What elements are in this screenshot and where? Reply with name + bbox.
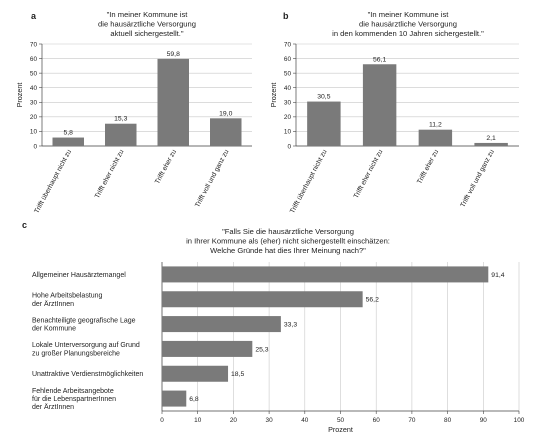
bar: [157, 58, 189, 147]
y-tick-label: 20: [284, 114, 292, 121]
y-axis-label: Prozent: [15, 83, 24, 108]
bar: [162, 340, 253, 357]
bar-value-label: 25,3: [255, 346, 268, 353]
x-category-label: Trifft eher zu: [416, 148, 440, 185]
bar-value-label: 30,5: [317, 94, 330, 101]
bar: [162, 291, 363, 308]
y-category-label: Lokale Unterversorgung auf Grund: [32, 342, 140, 349]
y-tick-label: 10: [284, 129, 292, 136]
y-tick-label: 10: [30, 129, 38, 136]
y-tick-label: 40: [30, 85, 38, 92]
bar: [162, 316, 281, 333]
y-category-label: Benachteiligte geografische Lage: [32, 317, 136, 324]
x-tick-label: 50: [337, 417, 345, 424]
bar-value-label: 91,4: [491, 272, 504, 279]
bar-value-label: 56,2: [366, 297, 379, 304]
bar-value-label: 59,8: [167, 51, 180, 58]
x-axis-label: Prozent: [328, 425, 353, 434]
chart-title-line: "In meiner Kommune ist: [368, 10, 450, 19]
x-category-label: Trifft voll und ganz zu: [194, 148, 230, 208]
bar: [162, 266, 489, 283]
bar-value-label: 6,8: [189, 396, 199, 403]
x-tick-label: 10: [194, 417, 202, 424]
x-tick-label: 80: [444, 417, 452, 424]
panel-letter-b: b: [283, 11, 289, 21]
x-tick-label: 0: [160, 417, 164, 424]
chart-title-line: in Ihrer Kommune als (eher) nicht sicher…: [186, 237, 390, 246]
bar-value-label: 19,0: [219, 110, 232, 117]
x-tick-label: 60: [373, 417, 381, 424]
x-tick-label: 70: [408, 417, 416, 424]
y-tick-label: 20: [30, 114, 38, 121]
bar: [52, 137, 84, 146]
chart-title-line: die hausärztliche Versorgung: [359, 20, 457, 29]
chart-title-line: aktuell sichergestellt.": [110, 29, 183, 38]
x-tick-label: 40: [301, 417, 309, 424]
chart-title-line: Welche Gründe hat dies Ihrer Meinung nac…: [210, 246, 366, 255]
chart-title-line: "Falls Sie die hausärztliche Versorgung: [222, 227, 354, 236]
x-category-label: Trifft voll und ganz zu: [460, 148, 496, 208]
chart-title-line: in den kommenden 10 Jahren sichergestell…: [332, 29, 484, 38]
x-tick-label: 20: [230, 417, 238, 424]
y-axis-label: Prozent: [269, 83, 278, 108]
bar: [418, 129, 453, 146]
bar: [162, 390, 187, 407]
panel-letter-a: a: [31, 11, 37, 21]
bar: [474, 142, 508, 146]
bar-value-label: 11,2: [429, 122, 442, 129]
y-tick-label: 0: [287, 143, 291, 150]
y-tick-label: 50: [30, 70, 38, 77]
y-tick-label: 30: [30, 100, 38, 107]
bar: [362, 64, 397, 146]
y-category-label: der Kommune: [32, 326, 76, 333]
x-tick-label: 30: [266, 417, 274, 424]
y-tick-label: 40: [284, 85, 292, 92]
y-category-label: Fehlende Arbeitsangebote: [32, 388, 114, 395]
bar: [210, 118, 242, 146]
y-tick-label: 30: [284, 100, 292, 107]
x-category-label: Trifft eher nicht zu: [94, 148, 126, 199]
y-category-label: Unattraktive Verdienstmöglichkeiten: [32, 371, 143, 378]
chart-title-line: "In meiner Kommune ist: [107, 10, 189, 19]
bar-value-label: 18,5: [231, 371, 244, 378]
bar-value-label: 2,1: [486, 135, 496, 142]
x-tick-label: 100: [514, 417, 525, 424]
bar: [105, 123, 137, 146]
x-category-label: Trifft eher zu: [154, 148, 178, 185]
y-tick-label: 70: [284, 41, 292, 48]
bar: [307, 101, 341, 146]
x-category-label: Trifft überhaupt nicht zu: [289, 148, 329, 214]
panel-letter-c: c: [22, 220, 27, 230]
y-tick-label: 50: [284, 70, 292, 77]
y-category-label: zu großer Planungsbereiche: [32, 350, 120, 357]
bar-value-label: 56,1: [373, 56, 386, 63]
bar-value-label: 15,3: [114, 116, 127, 123]
bar: [162, 365, 229, 382]
bar-value-label: 33,3: [284, 321, 297, 328]
y-category-label: Allgemeiner Hausärztemangel: [32, 272, 126, 279]
y-tick-label: 60: [30, 56, 38, 63]
y-category-label: der ÄrztInnen: [32, 300, 74, 308]
y-category-label: der ÄrztInnen: [32, 403, 74, 411]
y-tick-label: 70: [30, 41, 38, 48]
chart-title-line: die hausärztliche Versorgung: [98, 20, 196, 29]
y-category-label: Hohe Arbeitsbelastung: [32, 293, 103, 300]
y-tick-label: 0: [33, 143, 37, 150]
y-category-label: für die LebenspartnerInnen: [32, 396, 116, 403]
bar-value-label: 5,8: [64, 130, 74, 137]
y-tick-label: 60: [284, 56, 292, 63]
x-category-label: Trifft eher nicht zu: [353, 148, 385, 199]
x-tick-label: 90: [480, 417, 488, 424]
x-category-label: Trifft überhaupt nicht zu: [33, 148, 73, 214]
